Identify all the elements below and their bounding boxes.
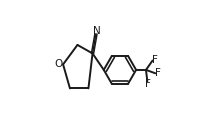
Text: N: N — [92, 26, 100, 36]
Text: F: F — [144, 79, 150, 89]
Text: O: O — [55, 59, 63, 69]
Text: F: F — [151, 55, 157, 65]
Text: F: F — [154, 68, 160, 78]
